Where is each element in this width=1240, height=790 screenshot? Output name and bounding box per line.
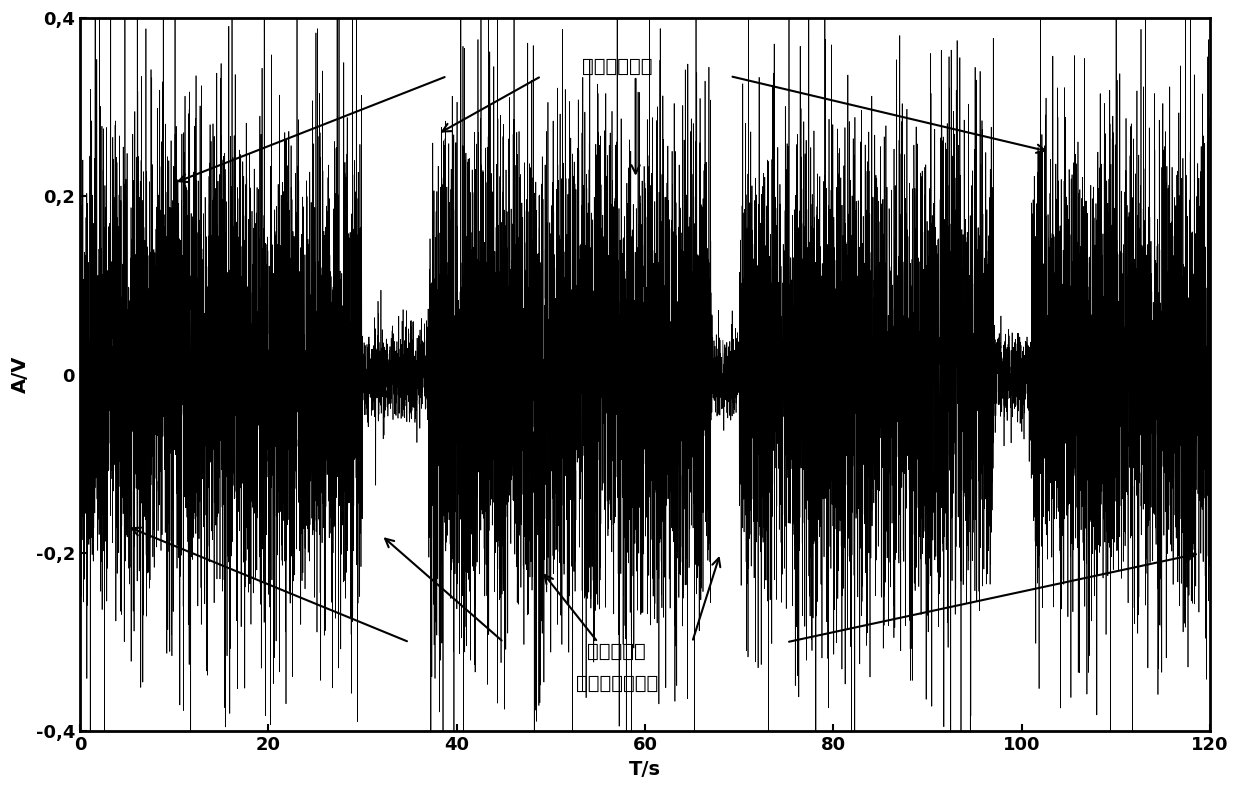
Text: 实际切削信号: 实际切削信号 xyxy=(582,57,652,76)
Text: 空切削信号: 空切削信号 xyxy=(588,642,646,661)
Y-axis label: A/V: A/V xyxy=(11,356,30,393)
X-axis label: T/s: T/s xyxy=(629,760,661,779)
Text: （走刀、换刀）: （走刀、换刀） xyxy=(575,674,658,693)
